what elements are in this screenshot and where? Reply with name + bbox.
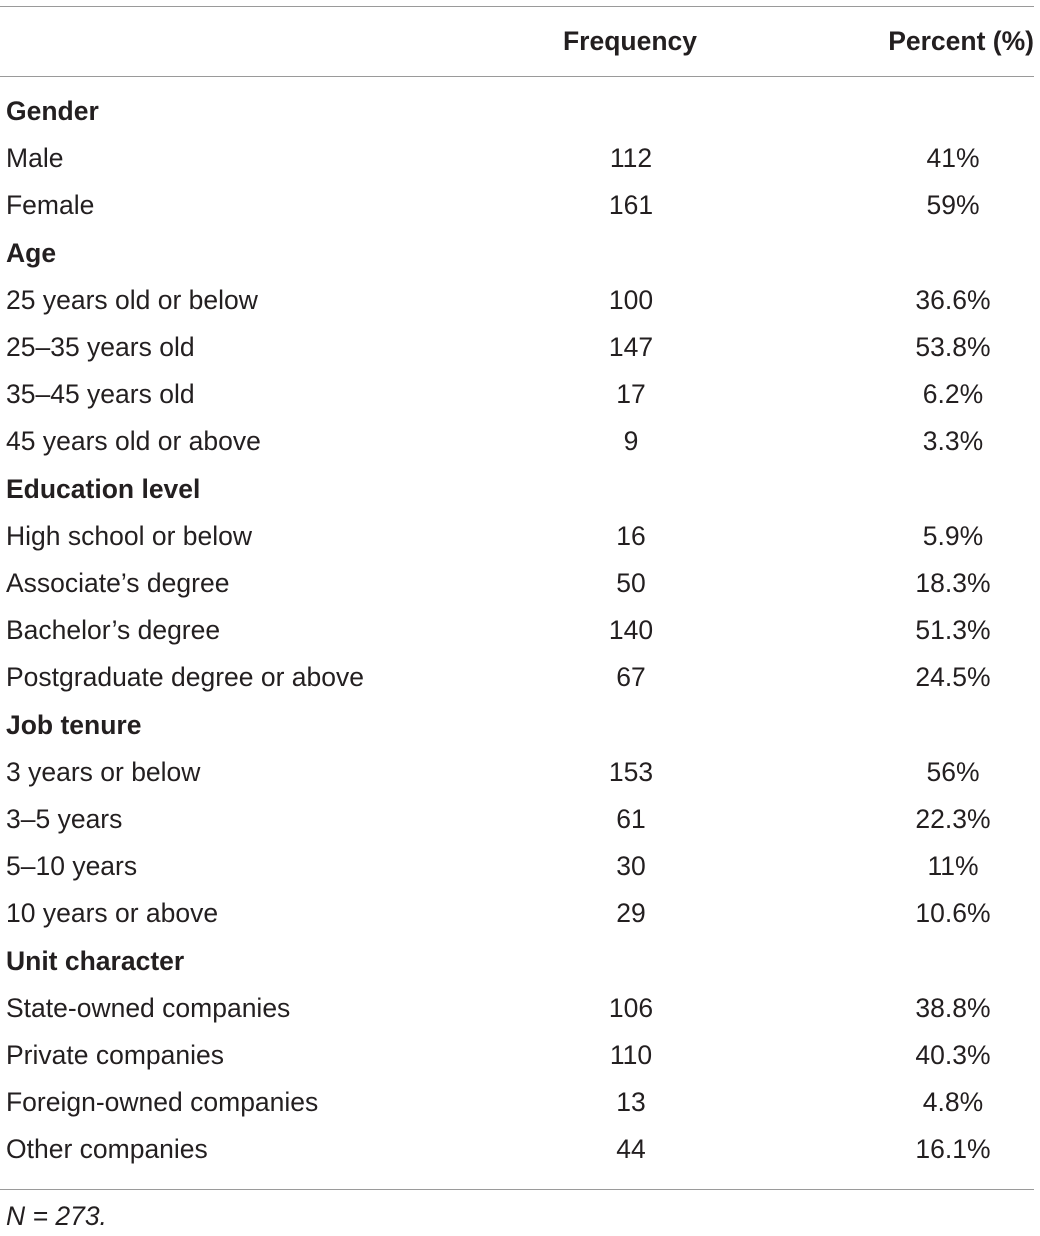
group-title: Job tenure: [6, 709, 142, 740]
row-label: State-owned companies: [6, 992, 291, 1023]
row-label: Male: [6, 143, 64, 174]
table-row: Male 112 41%: [0, 135, 1034, 182]
row-frequency: 100: [608, 284, 654, 315]
row-percent: 11%: [927, 851, 979, 882]
row-frequency: 30: [616, 851, 646, 882]
row-frequency: 17: [616, 379, 646, 410]
row-label: Other companies: [6, 1134, 208, 1165]
row-percent: 24.5%: [915, 662, 991, 693]
row-label: Bachelor’s degree: [6, 615, 221, 646]
row-label: Postgraduate degree or above: [6, 662, 365, 693]
row-frequency: 110: [609, 1040, 653, 1070]
row-label: 45 years old or above: [6, 426, 261, 457]
group-title: Unit character: [6, 945, 185, 976]
row-label: High school or below: [6, 520, 252, 551]
row-percent: 3.3%: [922, 426, 984, 457]
table-row: State-owned companies 106 38.8%: [0, 985, 1034, 1032]
row-label: 5–10 years: [6, 851, 138, 882]
row-frequency: 147: [608, 332, 654, 362]
row-label: 3–5 years: [6, 804, 123, 834]
table-bottom-rule: [0, 1189, 1034, 1190]
table-note: N = 273.: [6, 1201, 107, 1231]
group-title: Gender: [6, 96, 99, 126]
row-label: 35–45 years old: [6, 379, 195, 410]
row-percent: 5.9%: [922, 520, 984, 551]
row-percent: 36.6%: [915, 284, 991, 315]
row-percent: 56%: [926, 756, 980, 787]
table-row: 25–35 years old 147 53.8%: [0, 324, 1034, 371]
table-row: Bachelor’s degree 140 51.3%: [0, 607, 1034, 654]
row-percent: 16.1%: [915, 1134, 991, 1165]
row-percent: 38.8%: [915, 992, 991, 1023]
row-percent: 10.6%: [915, 898, 991, 929]
row-frequency: 140: [608, 615, 654, 646]
group-header-row: Education level: [0, 466, 1034, 513]
table-row: Postgraduate degree or above 67 24.5%: [0, 654, 1034, 701]
row-frequency: 67: [616, 662, 646, 693]
row-frequency: 106: [608, 992, 654, 1023]
header-frequency: Frequency: [562, 26, 697, 56]
table-row: 3–5 years 61 22.3%: [0, 796, 1034, 843]
row-label: 3 years or below: [6, 756, 201, 787]
row-percent: 59%: [926, 190, 980, 221]
row-frequency: 9: [623, 426, 639, 457]
group-header-row: Job tenure: [0, 702, 1034, 749]
row-frequency: 112: [609, 143, 653, 174]
group-header-row: Age: [0, 230, 1034, 277]
table-row: 25 years old or below 100 36.6%: [0, 277, 1034, 324]
table-row: Other companies 44 16.1%: [0, 1126, 1034, 1173]
row-label: Associate’s degree: [6, 568, 230, 598]
group-title: Age: [6, 237, 57, 268]
table-top-rule: [0, 6, 1034, 7]
table-row: High school or below 16 5.9%: [0, 513, 1034, 560]
row-label: Female: [6, 190, 95, 221]
row-frequency: 44: [616, 1134, 646, 1165]
row-frequency: 161: [608, 190, 654, 221]
row-percent: 18.3%: [915, 568, 991, 598]
table-row: 45 years old or above 9 3.3%: [0, 418, 1034, 465]
row-frequency: 153: [608, 756, 654, 787]
row-percent: 22.3%: [915, 804, 991, 834]
table-row: 10 years or above 29 10.6%: [0, 890, 1034, 937]
row-label: Private companies: [6, 1040, 224, 1070]
group-header-row: Gender: [0, 88, 1034, 135]
group-title: Education level: [6, 473, 201, 504]
row-percent: 6.2%: [922, 379, 984, 410]
table-header-row: Frequency Percent (%): [0, 18, 1034, 64]
row-label: 25 years old or below: [6, 284, 258, 315]
header-percent: Percent (%): [888, 26, 1034, 56]
table-row: Foreign-owned companies 13 4.8%: [0, 1079, 1034, 1126]
row-frequency: 50: [616, 568, 646, 598]
row-frequency: 16: [616, 520, 646, 551]
group-header-row: Unit character: [0, 938, 1034, 985]
table-row: Associate’s degree 50 18.3%: [0, 560, 1034, 607]
table-row: Female 161 59%: [0, 182, 1034, 229]
row-frequency: 29: [616, 898, 646, 929]
row-percent: 40.3%: [915, 1040, 991, 1070]
table-row: Private companies 110 40.3%: [0, 1032, 1034, 1079]
row-frequency: 13: [616, 1087, 646, 1118]
row-percent: 51.3%: [915, 615, 991, 646]
table-row: 3 years or below 153 56%: [0, 749, 1034, 796]
row-label: 25–35 years old: [6, 332, 195, 362]
row-percent: 53.8%: [915, 332, 991, 362]
table-header-rule: [0, 76, 1034, 77]
row-percent: 41%: [926, 143, 980, 174]
row-label: 10 years or above: [6, 898, 219, 929]
table-row: 5–10 years 30 11%: [0, 843, 1034, 890]
row-percent: 4.8%: [922, 1087, 984, 1118]
row-label: Foreign-owned companies: [6, 1087, 319, 1118]
table-row: 35–45 years old 17 6.2%: [0, 371, 1034, 418]
row-frequency: 61: [616, 804, 646, 834]
